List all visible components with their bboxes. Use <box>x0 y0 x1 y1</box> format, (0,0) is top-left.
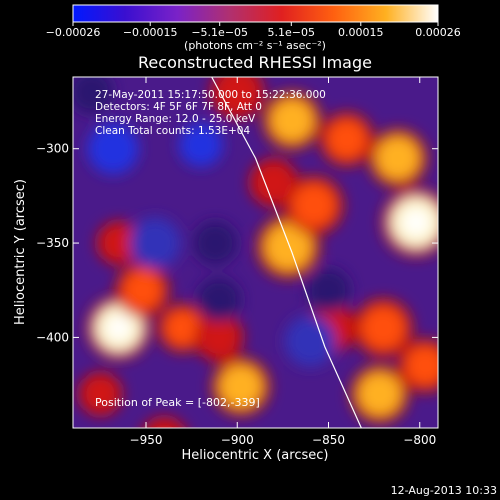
solar-limb-line <box>211 77 362 428</box>
emission-source <box>197 277 241 322</box>
colorbar-tick-label: −0.00026 <box>46 26 101 39</box>
colorbar-unit-label: (photons cm⁻² s⁻¹ asec⁻²) <box>184 39 326 52</box>
emission-source <box>306 268 351 313</box>
emission-source <box>129 217 181 269</box>
colorbar-tick-label: 0.00026 <box>415 26 461 39</box>
emission-source <box>217 77 258 113</box>
emission-source <box>122 270 163 311</box>
emission-source <box>405 345 438 386</box>
colorbar-tick-label: 5.1e−05 <box>268 26 315 39</box>
colorbar-tick-label: −5.1e−05 <box>191 26 248 39</box>
emission-source <box>151 422 177 428</box>
observation-info: 27-May-2011 15:17:50.000 to 15:22:36.000… <box>95 89 326 137</box>
emission-source <box>264 223 313 271</box>
peak-position-text: Position of Peak = [-802,-339] <box>95 396 260 409</box>
x-tick-label: −800 <box>403 433 436 447</box>
emission-source <box>83 377 117 411</box>
colorbar <box>72 4 439 23</box>
colorbar-ticks: −0.00026 −0.00015 −5.1e−05 5.1e−05 0.00015 0.… <box>46 22 461 39</box>
x-tick-label: −900 <box>221 433 254 447</box>
emission-source <box>164 309 201 347</box>
info-line: Clean Total counts: 1.53E+04 <box>95 125 250 137</box>
emission-source <box>375 136 420 181</box>
colorbar-tick-label: 0.00015 <box>338 26 384 39</box>
emission-source <box>200 319 238 356</box>
emission-source <box>357 372 402 416</box>
x-tick-label: −950 <box>130 433 163 447</box>
footer-timestamp: 12-Aug-2013 10:33 <box>391 484 497 497</box>
emission-source <box>284 315 336 367</box>
y-axis-ticks: −300 −350 −400 <box>36 142 438 344</box>
emission-source <box>255 164 292 201</box>
info-line: Detectors: 4F 5F 6F 7F 8F, Att 0 <box>95 101 262 113</box>
source-core <box>106 316 131 340</box>
y-axis-label: Heliocentric Y (arcsec) <box>13 179 28 325</box>
plot-frame <box>72 76 439 429</box>
emission-source <box>102 226 136 260</box>
chart-title: Reconstructed RHESSI Image <box>138 53 372 72</box>
x-axis-label: Heliocentric X (arcsec) <box>182 448 329 463</box>
emission-source <box>73 77 114 114</box>
emission-source <box>326 119 367 160</box>
source-halo <box>143 416 186 428</box>
emission-source <box>178 123 223 167</box>
emission-source <box>87 123 139 175</box>
emission-source <box>193 221 238 265</box>
colorbar-tick-label: −0.00015 <box>123 26 178 39</box>
y-tick-label: −350 <box>36 236 69 250</box>
x-tick-label: −850 <box>312 433 345 447</box>
y-tick-label: −300 <box>36 142 69 156</box>
info-line: 27-May-2011 15:17:50.000 to 15:22:36.000 <box>95 89 326 101</box>
emission-source <box>361 306 406 350</box>
emission-source <box>292 183 336 228</box>
source-core <box>403 209 429 236</box>
emission-source <box>270 98 314 143</box>
emission-source <box>219 364 263 409</box>
info-line: Energy Range: 12.0 - 25.0 keV <box>95 113 256 125</box>
y-tick-label: −400 <box>36 330 69 344</box>
x-axis-ticks: −950 −900 −850 −800 <box>130 77 436 447</box>
